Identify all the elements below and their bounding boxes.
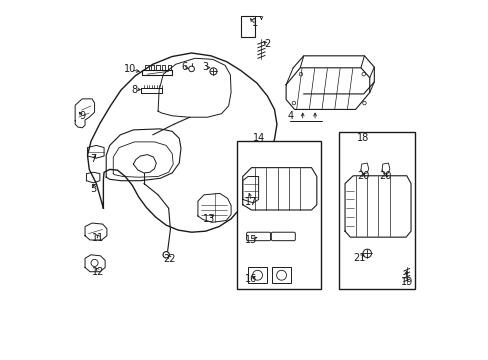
Text: 18: 18 bbox=[356, 133, 368, 143]
Text: 8: 8 bbox=[131, 85, 137, 95]
Text: 3: 3 bbox=[202, 62, 208, 72]
Text: 10: 10 bbox=[123, 64, 136, 74]
Text: 7: 7 bbox=[90, 154, 97, 164]
Text: 2: 2 bbox=[264, 39, 270, 49]
Text: 16: 16 bbox=[244, 274, 257, 284]
Text: 20: 20 bbox=[379, 171, 391, 181]
Text: 19: 19 bbox=[400, 277, 412, 287]
Text: 15: 15 bbox=[244, 235, 257, 245]
Bar bbox=[247, 267, 267, 283]
Text: 9: 9 bbox=[79, 112, 85, 121]
Bar bbox=[338, 132, 414, 289]
Text: 6: 6 bbox=[181, 62, 187, 72]
FancyBboxPatch shape bbox=[246, 232, 270, 241]
Text: 14: 14 bbox=[252, 133, 264, 143]
Text: 20: 20 bbox=[356, 171, 368, 181]
FancyBboxPatch shape bbox=[271, 232, 295, 241]
Text: 4: 4 bbox=[287, 112, 293, 121]
Text: 21: 21 bbox=[353, 253, 365, 262]
Bar bbox=[241, 16, 255, 37]
Bar bbox=[236, 141, 321, 289]
Text: 13: 13 bbox=[203, 214, 215, 224]
Bar bbox=[271, 267, 291, 283]
Text: 12: 12 bbox=[92, 267, 104, 277]
Text: 5: 5 bbox=[90, 184, 97, 194]
Text: 17: 17 bbox=[244, 197, 257, 207]
Text: 11: 11 bbox=[92, 233, 104, 243]
Text: 1: 1 bbox=[251, 18, 258, 28]
Text: 22: 22 bbox=[163, 255, 176, 264]
